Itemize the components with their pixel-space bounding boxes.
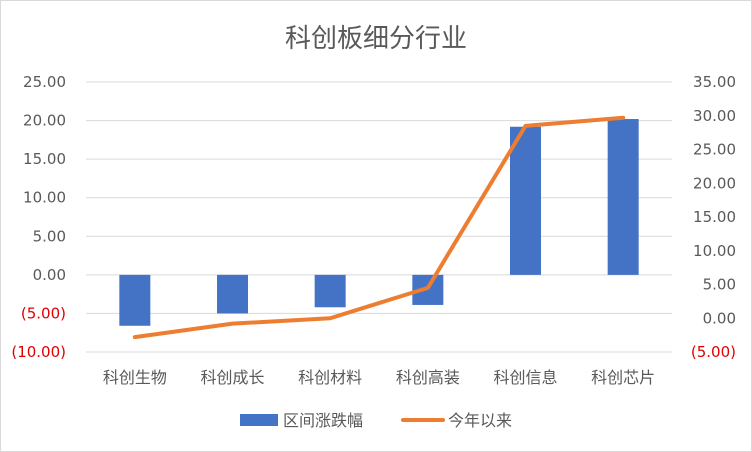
bar-series [119,119,639,326]
legend-swatch-bar [240,414,278,426]
left-tick-label: 5.00 [33,227,66,245]
right-tick-label: 0.00 [703,309,736,327]
bar [607,119,639,275]
right-tick-label: 25.00 [693,141,736,159]
legend-label: 区间涨跌幅 [283,411,363,430]
left-tick-label: 0.00 [33,266,66,284]
right-axis-ticks: 35.00 30.00 25.00 20.00 15.00 10.00 5.00 0.00 (5… [691,73,736,361]
left-tick-label: 10.00 [23,189,66,207]
right-tick-label: 5.00 [703,276,736,294]
bar [314,274,346,308]
left-tick-label: (5.00) [21,304,66,322]
left-tick-label: 25.00 [23,73,66,91]
left-tick-label: (10.00) [11,343,66,361]
category-labels: 科创生物 科创成长 科创材料 科创高装 科创信息 科创芯片 [103,368,655,387]
series-line [132,115,626,340]
right-tick-label: (5.00) [691,343,736,361]
category-label: 科创材料 [298,368,362,387]
right-tick-label: 10.00 [693,242,736,260]
legend-label: 今年以来 [448,411,512,430]
grid-lines [86,81,672,353]
line-series [132,115,626,340]
category-label: 科创高装 [396,368,460,387]
category-label: 科创生物 [103,368,167,387]
right-tick-label: 15.00 [693,208,736,226]
chart-title: 科创板细分行业 [284,24,467,54]
right-tick-label: 20.00 [693,174,736,192]
bar [510,126,541,275]
bar [217,274,248,314]
category-label: 科创芯片 [591,368,655,387]
legend: 区间涨跌幅 今年以来 [240,411,512,430]
category-label: 科创信息 [493,368,557,387]
right-tick-label: 35.00 [693,73,736,91]
left-axis-ticks: 25.00 20.00 15.00 10.00 5.00 0.00 (5.00) (10.00… [11,73,66,361]
bar [119,274,151,326]
category-label: 科创成长 [200,368,264,387]
left-tick-label: 20.00 [23,112,66,130]
right-tick-label: 30.00 [693,107,736,125]
left-tick-label: 15.00 [23,150,66,168]
